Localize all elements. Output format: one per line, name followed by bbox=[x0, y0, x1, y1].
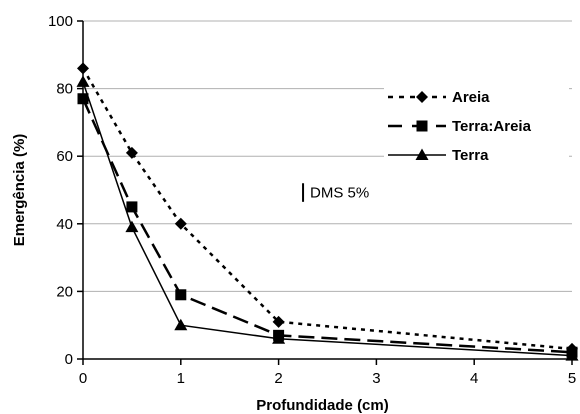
data-point-areia-3 bbox=[272, 315, 285, 328]
y-tick-label-40: 40 bbox=[56, 216, 73, 233]
y-tick-label-100: 100 bbox=[48, 13, 73, 30]
x-tick-label-5: 5 bbox=[568, 370, 576, 387]
legend-item-areia: Areia bbox=[388, 89, 490, 106]
data-point-terra-4 bbox=[565, 349, 579, 361]
y-axis-title: Emergência (%) bbox=[11, 134, 28, 247]
legend: Areia Terra:Areia Terra bbox=[384, 81, 569, 164]
y-tick-label-60: 60 bbox=[56, 148, 73, 165]
legend-marker-terra-areia bbox=[416, 120, 428, 132]
y-tick-label-20: 20 bbox=[56, 283, 73, 300]
data-point-terra-2 bbox=[174, 318, 188, 331]
annotation-layer: DMS 5% bbox=[302, 183, 369, 202]
dms-label: DMS 5% bbox=[310, 185, 369, 202]
data-point-terra-areia-0 bbox=[77, 93, 89, 105]
x-tick-label-3: 3 bbox=[372, 370, 380, 387]
legend-background bbox=[384, 81, 569, 159]
x-tick-label-0: 0 bbox=[79, 370, 87, 387]
data-point-terra-0 bbox=[76, 75, 90, 87]
data-point-areia-0 bbox=[77, 62, 89, 75]
legend-marker-areia bbox=[416, 91, 428, 103]
data-point-areia-1 bbox=[125, 146, 138, 159]
series-layer bbox=[76, 62, 579, 361]
series-terra bbox=[76, 75, 579, 361]
x-tick-label-2: 2 bbox=[274, 370, 282, 387]
legend-label-terra: Terra bbox=[452, 147, 489, 164]
x-tick-label-4: 4 bbox=[470, 370, 478, 387]
legend-label-areia: Areia bbox=[452, 89, 490, 106]
data-point-terra-3 bbox=[272, 332, 286, 344]
data-point-terra-areia-1 bbox=[126, 201, 138, 213]
legend-marker-terra bbox=[415, 148, 429, 160]
y-tick-label-80: 80 bbox=[56, 81, 73, 98]
data-point-areia-2 bbox=[174, 217, 187, 230]
x-tick-label-1: 1 bbox=[177, 370, 185, 387]
data-point-terra-areia-2 bbox=[175, 289, 187, 301]
x-axis-title: Profundidade (cm) bbox=[256, 397, 389, 414]
legend-item-terra: Terra bbox=[388, 147, 489, 164]
y-tick-label-0: 0 bbox=[65, 351, 73, 368]
legend-label-terra-areia: Terra:Areia bbox=[452, 118, 532, 135]
legend-item-terra-areia: Terra:Areia bbox=[388, 118, 532, 135]
data-point-terra-1 bbox=[125, 220, 139, 233]
